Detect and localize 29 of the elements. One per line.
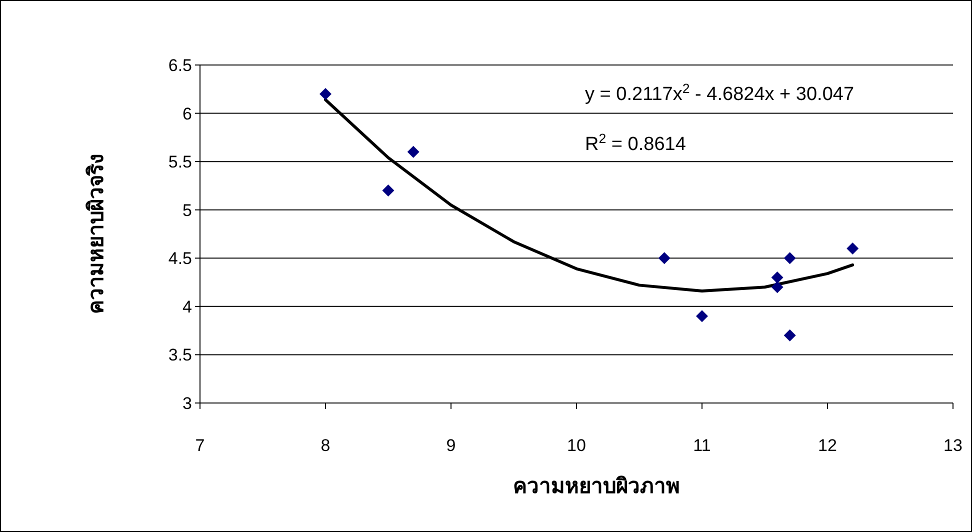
y-tick-label: 5 — [182, 200, 192, 220]
y-tick-label: 6.5 — [168, 56, 192, 75]
y-tick-label: 5.5 — [168, 152, 192, 172]
point — [784, 252, 796, 264]
point — [771, 281, 784, 294]
y-tick-label: 4 — [182, 297, 192, 316]
y-axis-title: ความหยาบผิวจริง — [85, 154, 108, 314]
x-tick-label: 7 — [195, 436, 205, 455]
x-tick-label: 12 — [818, 436, 837, 455]
point — [382, 184, 394, 197]
x-tick-label: 13 — [944, 436, 962, 455]
point — [846, 242, 859, 254]
y-tick-label: 6 — [182, 104, 192, 124]
y-tick-label: 3 — [182, 394, 192, 413]
point — [771, 271, 784, 284]
x-tick-label: 8 — [320, 436, 330, 455]
x-axis-title: ความหยาบผิวภาพ — [513, 475, 680, 498]
point — [696, 310, 708, 322]
point — [407, 146, 420, 158]
point — [320, 88, 332, 100]
x-tick-label: 9 — [446, 436, 456, 455]
annotation: R$^{2}$ = 0.8614 — [585, 130, 686, 155]
annotation: y = 0.2117x$^{2}$ - 4.6824x + 30.047 — [585, 80, 854, 105]
point — [658, 252, 670, 264]
point — [784, 329, 796, 342]
y-tick-label: 3.5 — [168, 346, 192, 365]
y-tick-label: 4.5 — [168, 249, 192, 268]
x-tick-label: 11 — [693, 436, 711, 455]
x-tick-label: 10 — [567, 436, 586, 455]
